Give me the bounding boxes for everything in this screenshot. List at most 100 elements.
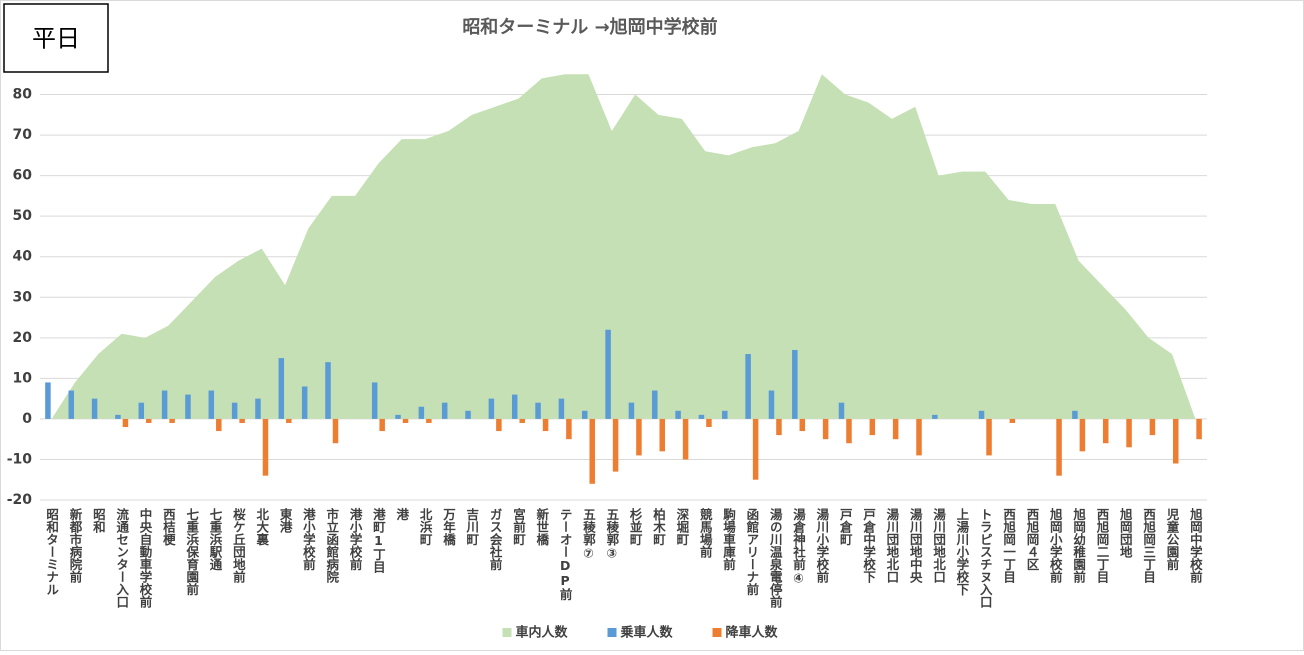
- bar: [566, 418, 572, 440]
- x-tick-label: 市立函館病院: [324, 507, 339, 584]
- bar: [605, 329, 611, 419]
- x-tick-label: 新都市病院前: [68, 507, 83, 584]
- x-tick-label: 港: [394, 507, 409, 521]
- y-tick-label: 80: [13, 87, 33, 103]
- annotation: 平日: [32, 25, 80, 53]
- x-tick-label: 中央自動車学校前: [138, 507, 153, 609]
- x-tick-label: 競馬場前: [698, 507, 713, 559]
- bar: [371, 382, 378, 419]
- bar: [239, 418, 245, 423]
- bar: [768, 390, 775, 419]
- bar: [535, 402, 541, 419]
- bar: [659, 418, 666, 452]
- x-tick-label: 旭岡幼稚園前: [1071, 507, 1086, 584]
- bar: [846, 418, 852, 444]
- x-tick-label: 深堀町: [674, 507, 689, 546]
- bar: [1196, 418, 1202, 440]
- bar: [792, 349, 798, 419]
- bar: [301, 386, 308, 419]
- x-tick-label: 昭和: [91, 508, 106, 534]
- bar: [426, 418, 432, 423]
- x-tick-label: 七重浜駅通: [208, 508, 223, 571]
- x-tick-label: 北浜町: [418, 507, 433, 546]
- bar: [1072, 410, 1078, 419]
- x-tick-label: 駒場車庫前: [721, 507, 736, 571]
- x-tick-label: 西旭岡三丁目: [1141, 508, 1156, 584]
- bar: [255, 398, 261, 419]
- legend-swatch: [607, 628, 617, 637]
- x-tick-label: 北大裏: [254, 507, 269, 546]
- bar: [325, 362, 331, 419]
- x-tick-label: 宮前町: [511, 507, 526, 546]
- y-tick-label: 20: [13, 330, 33, 346]
- annotation-box: [3, 3, 109, 73]
- bar: [916, 418, 922, 456]
- bar: [636, 418, 642, 456]
- plot: -20 -10 0 10 20 30 40 50 60 70 80 昭和ターミナル 新都市病院前 昭和 流通…: [7, 74, 1207, 609]
- y-tick-label: -20: [7, 492, 33, 508]
- bar: [589, 418, 595, 484]
- y-tick-label: 70: [13, 127, 33, 143]
- legend-swatch: [712, 628, 722, 637]
- x-tick-label: 湯倉神社前④: [791, 507, 806, 586]
- bar: [1009, 418, 1016, 423]
- bar: [161, 390, 168, 419]
- bar: [932, 414, 938, 419]
- bar: [542, 418, 549, 432]
- bar: [838, 402, 845, 419]
- bar: [231, 402, 238, 419]
- bar: [441, 402, 448, 419]
- x-tick-label: テーオーDP前: [558, 508, 573, 601]
- legend-label: 降車人数: [726, 625, 779, 641]
- bar: [628, 402, 635, 419]
- bar: [986, 418, 992, 456]
- x-tick-label: 函館アリーナ前: [744, 508, 759, 596]
- x-tick-label: 吉川町: [464, 507, 479, 546]
- bar: [496, 418, 502, 432]
- x-tick-label: 五稜郭③: [604, 508, 619, 561]
- x-tick-label: 戸倉町: [838, 508, 853, 546]
- bar: [115, 414, 121, 419]
- bar: [799, 418, 806, 432]
- bar: [698, 414, 705, 419]
- bar: [216, 418, 222, 432]
- bar: [558, 398, 565, 419]
- bar: [332, 418, 339, 444]
- legend-label: 車内人数: [516, 625, 569, 641]
- bar: [379, 418, 385, 432]
- x-tick-label: 五稜郭⑦: [581, 508, 596, 561]
- x-tick-label: 上湯川小学校下: [954, 507, 969, 596]
- x-tick-label: 港小学校前: [301, 507, 316, 571]
- bar: [122, 418, 129, 428]
- bar: [208, 390, 215, 419]
- bar: [652, 390, 658, 419]
- bar: [581, 410, 588, 419]
- x-tick-label: 旭岡団地: [1118, 507, 1133, 559]
- x-tick-label: 湯川団地北口: [931, 507, 946, 584]
- x-tick-label: 万年橋: [441, 508, 456, 546]
- bar: [286, 418, 292, 423]
- bar: [402, 418, 409, 423]
- x-tick-label: 港町1丁目: [371, 507, 386, 574]
- x-tick-label: 西旭岡二丁目: [1094, 508, 1109, 584]
- y-tick-label: 50: [13, 208, 33, 224]
- bar: [169, 418, 175, 423]
- bar: [675, 410, 681, 419]
- bar: [395, 414, 401, 419]
- x-tick-label: 児童公園前: [1164, 508, 1179, 571]
- x-tick-label: 西旭岡一丁目: [1001, 508, 1016, 584]
- y-tick-label: 40: [13, 249, 33, 265]
- x-tick-label: 湯川団地北口: [884, 507, 899, 584]
- x-tick-label: 西旭岡４区: [1024, 508, 1039, 571]
- bar: [1056, 418, 1062, 476]
- bar: [682, 418, 689, 460]
- bar: [722, 410, 728, 419]
- bar: [138, 402, 145, 419]
- bar: [869, 418, 876, 436]
- x-tick-label: 昭和ターミナル: [44, 508, 59, 596]
- bar: [892, 418, 899, 440]
- x-tick-label: 湯川団地中央: [908, 507, 923, 584]
- bar: [1126, 418, 1132, 448]
- y-tick-label: 30: [13, 289, 33, 305]
